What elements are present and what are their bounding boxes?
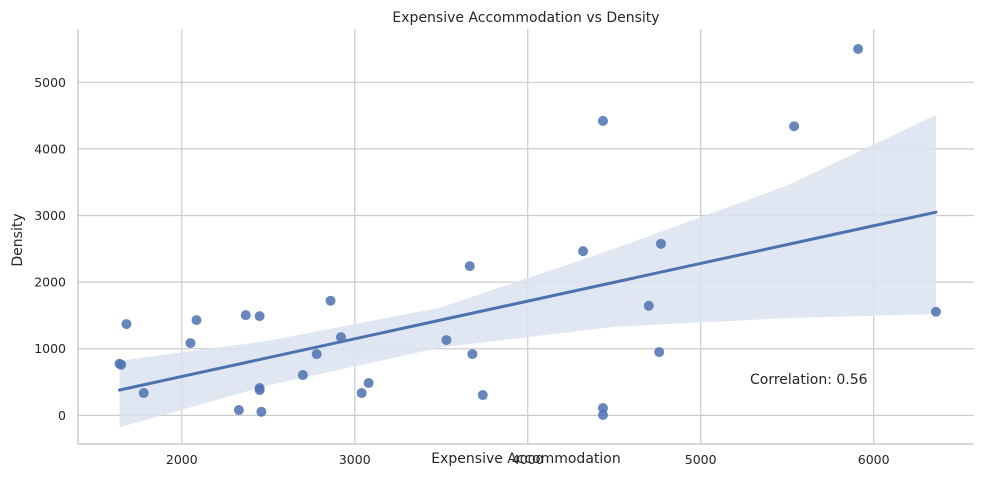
data-point: [256, 406, 267, 417]
y-tick-label: 0: [58, 408, 66, 423]
data-point: [254, 311, 265, 322]
data-point: [297, 370, 308, 381]
data-point: [654, 347, 665, 358]
y-tick-label: 2000: [34, 275, 66, 290]
data-point: [477, 390, 488, 401]
x-tick-label: 6000: [858, 452, 890, 467]
data-point: [116, 359, 127, 370]
y-tick-label: 4000: [34, 141, 66, 156]
y-tick-labels: 0 1000 2000 3000 4000 5000: [34, 75, 66, 423]
data-point: [233, 405, 244, 416]
x-tick-labels: 2000 3000 4000 5000 6000: [166, 452, 890, 467]
data-point: [597, 115, 608, 126]
data-point: [655, 238, 666, 249]
data-point: [597, 410, 608, 421]
y-tick-label: 5000: [34, 75, 66, 90]
correlation-annotation: Correlation: 0.56: [750, 372, 868, 388]
x-axis-label: Expensive Accommodation: [431, 451, 620, 467]
x-tick-label: 3000: [339, 452, 371, 467]
data-point: [185, 338, 196, 349]
data-point: [356, 388, 367, 399]
data-points: [114, 43, 941, 421]
data-point: [464, 261, 475, 272]
data-point: [240, 310, 251, 321]
data-point: [930, 306, 941, 317]
regression-line: [118, 210, 938, 392]
chart-title: Expensive Accommodation vs Density: [392, 10, 659, 26]
data-point: [643, 300, 654, 311]
data-point: [789, 121, 800, 132]
data-point: [441, 335, 452, 346]
data-point: [138, 388, 149, 399]
data-point: [597, 403, 608, 414]
data-point: [853, 43, 864, 54]
data-point: [363, 378, 374, 389]
data-point: [311, 349, 322, 360]
y-tick-label: 1000: [34, 341, 66, 356]
x-tick-label: 2000: [166, 452, 198, 467]
data-point: [191, 315, 202, 326]
data-point: [254, 385, 265, 396]
y-tick-label: 3000: [34, 208, 66, 223]
data-point: [467, 349, 478, 360]
x-tick-label: 5000: [685, 452, 717, 467]
data-point: [335, 332, 346, 343]
data-point: [325, 295, 336, 306]
y-axis-label: Density: [10, 213, 26, 266]
data-point: [578, 246, 589, 257]
confidence-band: [119, 114, 936, 428]
data-point: [121, 319, 132, 330]
x-tick-label: 4000: [512, 452, 544, 467]
